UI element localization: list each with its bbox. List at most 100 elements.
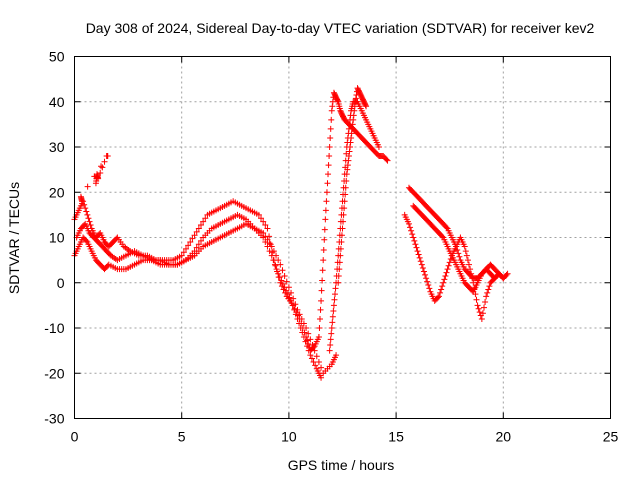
data-point [85,215,92,222]
data-point [264,236,271,243]
data-point [83,208,90,215]
data-point [305,347,312,354]
data-point [321,226,328,233]
data-point [189,235,196,242]
x-tick-label: 10 [281,429,297,445]
data-point [270,248,277,255]
data-point [435,293,442,300]
data-point [317,306,324,313]
data-point [410,234,417,241]
data-point [441,276,448,283]
data-point [318,287,325,294]
data-point [343,177,350,184]
data-point [409,231,416,238]
data-point [292,301,299,308]
data-point [299,329,306,336]
y-tick-label: -30 [44,411,64,427]
data-point [303,325,310,331]
data-point [197,222,204,229]
data-point [310,358,317,365]
data-point [413,244,420,251]
data-point [296,311,303,318]
data-point [87,222,94,229]
data-point [426,285,433,292]
data-point [483,293,490,300]
data-point [302,338,309,345]
data-point [443,269,450,276]
data-point [101,158,108,165]
data-point [408,227,415,234]
y-tick-label: 30 [49,139,65,155]
x-tick-label: 25 [603,429,619,445]
data-point [279,267,286,274]
data-point [347,139,354,146]
data-point [416,254,423,261]
data-point [485,286,492,293]
y-tick-label: -10 [44,320,64,336]
data-point [334,97,341,104]
data-point [350,116,357,123]
data-point [344,166,351,173]
data-point [200,218,207,225]
data-point [277,261,284,268]
data-point [419,265,426,272]
data-point [191,232,198,239]
data-point [308,355,315,362]
data-point [350,112,357,119]
data-point [193,228,200,235]
data-point [325,171,332,178]
data-point [97,170,104,177]
data-point [323,198,330,205]
data-point [461,243,468,250]
grid [74,56,611,419]
data-point [348,134,355,141]
data-point [474,302,481,309]
data-point [320,246,327,253]
data-point [316,325,323,331]
data-point [418,261,425,268]
data-point [305,330,312,337]
data-point [455,250,462,257]
data-point [439,233,446,240]
data-point [463,252,470,259]
data-point [336,266,343,273]
x-tick-label: 0 [71,429,79,445]
data-point [326,153,333,160]
data-point [405,220,412,227]
data-point [278,277,285,284]
data-point [327,341,334,348]
data-point [465,261,472,268]
data-point [330,308,337,315]
data-point [462,248,469,255]
y-tick-label: 0 [57,275,65,291]
data-point [414,248,421,255]
data-point [260,218,267,225]
y-axis-label: SDTVAR / TECUs [6,182,22,294]
data-point [332,285,339,292]
y-tick-label: 20 [49,184,65,200]
data-point [473,296,480,303]
data-point [337,252,344,259]
data-point [95,175,102,182]
data-point [193,244,200,251]
data-point [288,289,295,296]
data-point [329,103,336,110]
data-point [321,236,328,243]
data-point [324,180,331,187]
data-point [384,157,391,164]
data-point [424,278,431,285]
data-point [289,302,296,309]
data-point [412,241,419,248]
data-point [434,294,441,301]
data-point [309,341,316,348]
x-axis-label: GPS time / hours [288,457,395,473]
data-point [328,325,335,331]
data-point [344,162,351,169]
data-point [182,245,189,252]
data-point [255,211,262,218]
data-point [320,257,327,264]
data-point [271,261,278,268]
data-point [329,319,336,326]
data-point [476,309,483,316]
